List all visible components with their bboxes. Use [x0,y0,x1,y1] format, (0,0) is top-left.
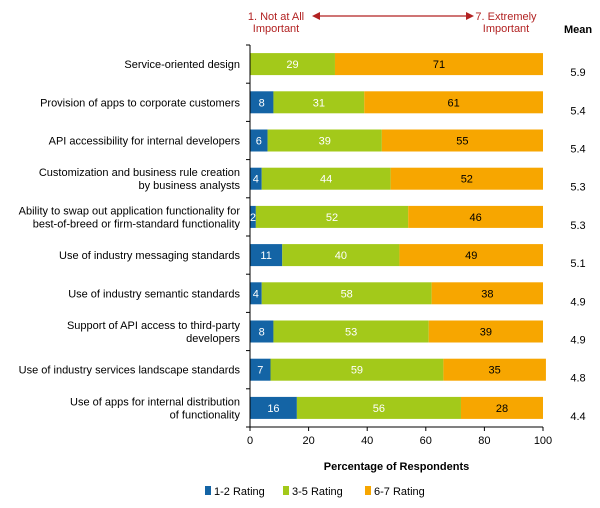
x-tick-label: 80 [478,435,490,447]
category-label: Provision of apps to corporate customers [40,97,240,109]
mean-column-title: Mean [564,24,592,36]
bar-segment-3 [428,320,543,343]
segment-value-label: 39 [480,327,492,339]
segment-value-label: 49 [465,250,477,262]
bar-segment-2 [273,91,365,114]
legend-label: 6-7 Rating [374,486,425,498]
scale-arrow-right-head [466,12,474,20]
segment-value-label: 52 [461,174,473,186]
bar-segment-2 [273,320,429,343]
mean-value: 4.4 [570,411,585,423]
scale-low-label: 1. Not at All Important [248,11,304,35]
bar-segment-3 [390,167,543,190]
scale-high-label: 7. Extremely Important [475,11,537,35]
mean-value: 5.9 [570,67,585,79]
bar-segment-3 [399,244,543,267]
bar-segment-2 [282,244,400,267]
segment-value-label: 44 [320,174,332,186]
category-label: Use of industry semantic standards [68,288,240,300]
x-tick-label: 60 [420,435,432,447]
segment-value-label: 29 [286,59,298,71]
category-label: API accessibility for internal developer… [49,136,241,148]
segment-value-label: 35 [489,365,501,377]
legend-label: 1-2 Rating [214,486,265,498]
category-label: Ability to swap out application function… [19,205,241,230]
bar-segment-1 [250,396,297,419]
segment-value-label: 46 [469,212,481,224]
segment-value-label: 58 [341,288,353,300]
mean-value: 5.4 [570,105,585,117]
bar-segment-1 [250,167,262,190]
segment-value-label: 16 [267,403,279,415]
segment-value-label: 53 [345,327,357,339]
segment-value-label: 8 [259,97,265,109]
segment-value-label: 55 [456,136,468,148]
mean-value: 5.4 [570,144,585,156]
bar-segment-1 [250,358,271,381]
bar-segment-2 [255,205,409,228]
bar-segment-1 [250,320,274,343]
bar-segment-3 [431,282,543,305]
x-axis-title: Percentage of Respondents [324,461,469,473]
segment-value-label: 38 [481,288,493,300]
mean-value: 4.9 [570,335,585,347]
x-tick-label: 100 [534,435,552,447]
bar-segment-3 [364,91,543,114]
bar-segment-3 [443,358,546,381]
x-tick-label: 0 [247,435,253,447]
bar-segment-3 [460,396,543,419]
bar-segment-1 [250,244,283,267]
bar-segment-3 [334,53,543,76]
segment-value-label: 61 [448,97,460,109]
bar-segment-2 [270,358,444,381]
scale-arrow-left-head [312,12,320,20]
x-tick-label: 20 [302,435,314,447]
mean-value: 5.3 [570,220,585,232]
mean-value: 4.8 [570,373,585,385]
mean-value: 5.1 [570,258,585,270]
legend-swatch [365,486,371,495]
bar-segment-3 [381,129,543,152]
bar-segment-1 [250,205,256,228]
segment-value-label: 59 [351,365,363,377]
category-label: Use of industry services landscape stand… [19,365,241,377]
segment-value-label: 6 [256,136,262,148]
category-label: Service-oriented design [124,59,240,71]
segment-value-label: 56 [373,403,385,415]
x-tick-label: 40 [361,435,373,447]
bar-segment-3 [408,205,543,228]
category-label: Customization and business rule creation… [39,167,241,192]
bar-segment-2 [296,396,461,419]
bar-segment-1 [250,91,274,114]
category-label: Use of industry messaging standards [59,250,240,262]
bar-segment-1 [250,282,262,305]
segment-value-label: 2 [250,212,256,224]
bar-segment-2 [261,167,391,190]
segment-value-label: 4 [253,288,259,300]
bar-segment-2 [267,129,382,152]
category-label: Use of apps for internal distribution of … [70,396,240,421]
bar-segment-2 [261,282,432,305]
segment-value-label: 28 [496,403,508,415]
segment-value-label: 31 [313,97,325,109]
mean-value: 4.9 [570,296,585,308]
segment-value-label: 40 [335,250,347,262]
segment-value-label: 52 [326,212,338,224]
legend-label: 3-5 Rating [292,486,343,498]
bar-segment-2 [250,53,335,76]
mean-value: 5.3 [570,182,585,194]
category-label: Support of API access to third-party deve… [67,320,241,345]
segment-value-label: 8 [259,327,265,339]
bar-segment-1 [250,129,268,152]
segment-value-label: 39 [319,136,331,148]
segment-value-label: 11 [260,250,271,262]
legend-swatch [283,486,289,495]
segment-value-label: 71 [433,59,445,71]
legend-swatch [205,486,211,495]
segment-value-label: 7 [257,365,263,377]
segment-value-label: 4 [253,174,259,186]
